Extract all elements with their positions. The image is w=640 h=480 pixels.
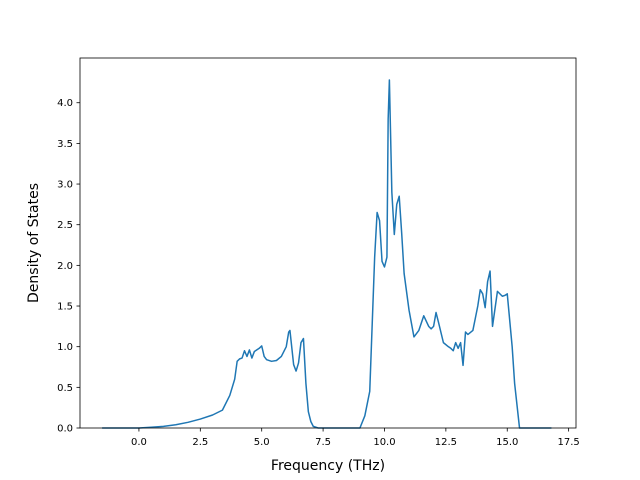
x-axis-ticks: 0.0 2.5 5.0 7.5 10.0 12.5 15.0 17.5 [131, 428, 580, 448]
data-layer [102, 79, 552, 429]
y-tick-label: 3.0 [57, 180, 73, 191]
y-tick-label: 2.5 [57, 220, 73, 231]
dos-line [102, 79, 552, 429]
y-tick-label: 0.5 [57, 383, 73, 394]
y-tick-label: 1.5 [57, 302, 73, 313]
y-tick-label: 0.0 [57, 424, 73, 435]
x-tick-label: 2.5 [192, 437, 208, 448]
x-tick-label: 10.0 [373, 437, 395, 448]
x-axis-label: Frequency (THz) [271, 458, 385, 474]
y-tick-label: 1.0 [57, 342, 73, 353]
x-tick-label: 17.5 [558, 437, 580, 448]
y-tick-label: 3.5 [57, 139, 73, 150]
y-axis-ticks: 0.0 0.5 1.0 1.5 2.0 2.5 3.0 3.5 4.0 [57, 98, 80, 435]
x-tick-label: 7.5 [315, 437, 331, 448]
y-tick-label: 4.0 [57, 98, 73, 109]
y-tick-label: 2.0 [57, 261, 73, 272]
x-tick-label: 15.0 [496, 437, 518, 448]
y-axis-label: Density of States [26, 183, 42, 303]
plot-area [80, 58, 576, 428]
x-tick-label: 5.0 [254, 437, 270, 448]
x-tick-label: 0.0 [131, 437, 147, 448]
x-tick-label: 12.5 [435, 437, 457, 448]
plot-frame [79, 57, 577, 429]
